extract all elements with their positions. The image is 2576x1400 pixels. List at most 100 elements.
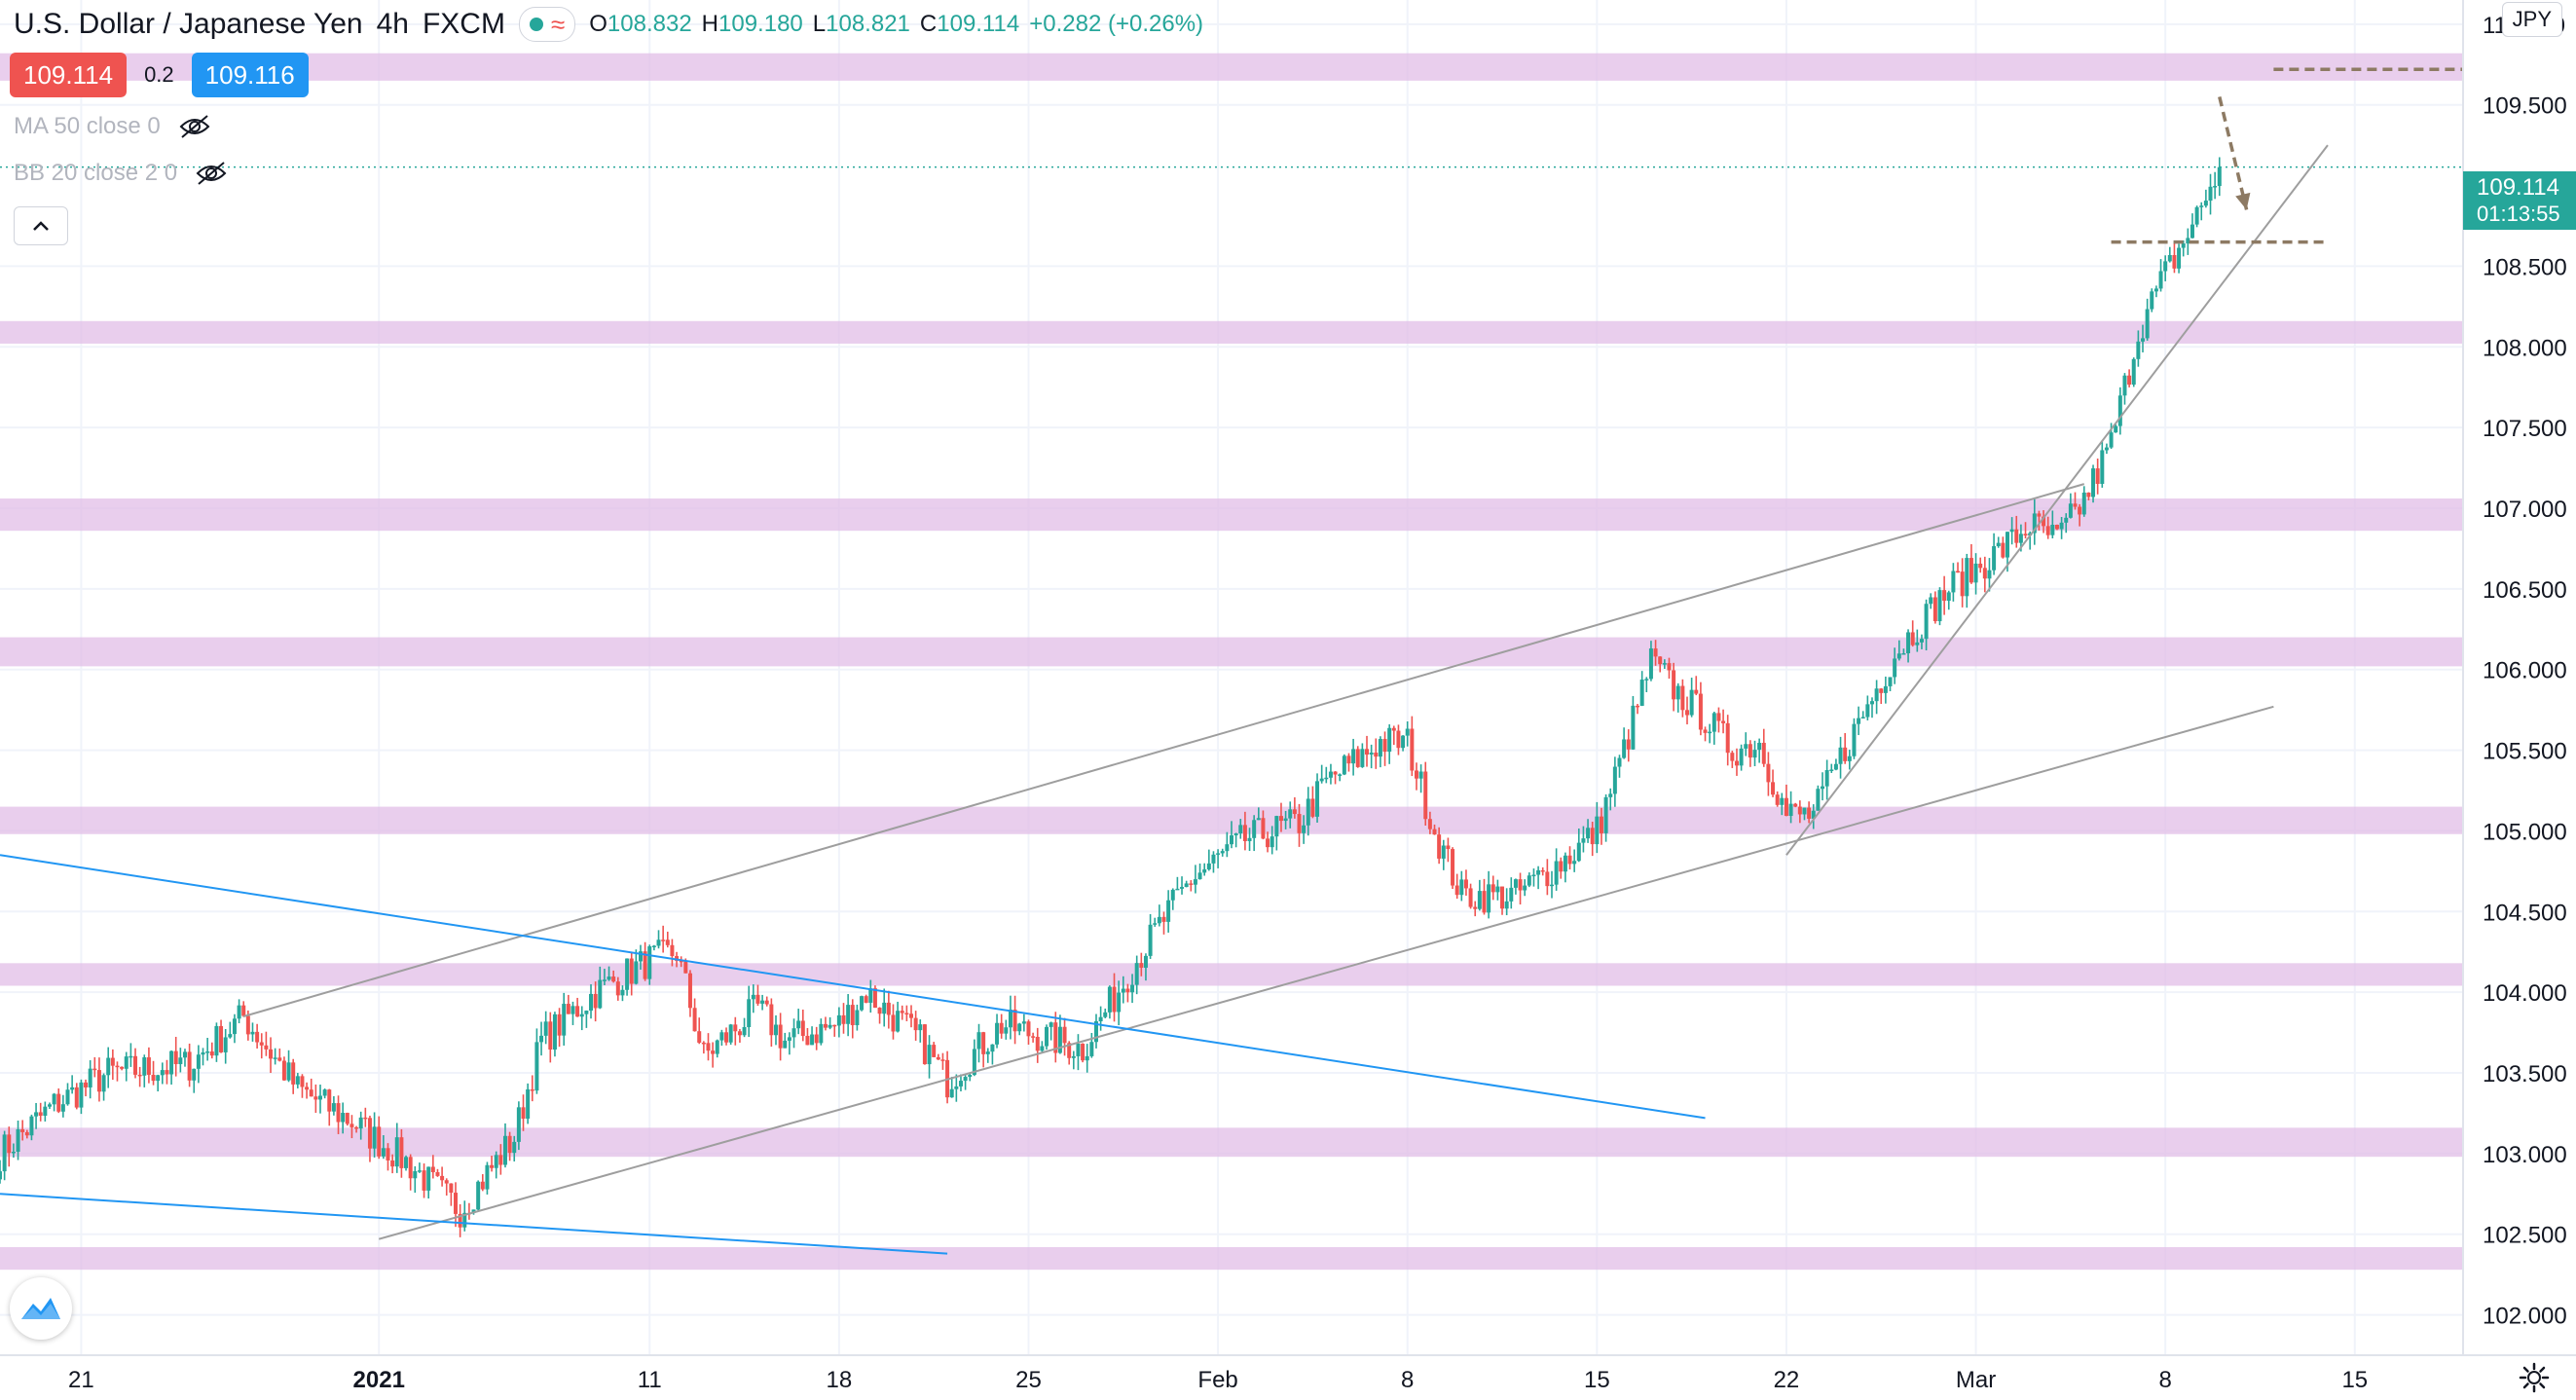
candle: [1414, 762, 1418, 791]
candle: [295, 1073, 300, 1088]
candle-body: [526, 1088, 531, 1120]
candle-body: [1883, 685, 1888, 693]
candle-body: [1112, 986, 1117, 1013]
candle-body: [331, 1103, 336, 1112]
eye-off-icon[interactable]: [178, 114, 211, 139]
candle: [2186, 228, 2190, 255]
candle-body: [634, 961, 639, 984]
candle: [791, 1018, 796, 1049]
buy-button[interactable]: 109.116: [191, 53, 309, 97]
high-value: 109.180: [718, 11, 803, 37]
indicator-ma-label: MA 50 close 0: [14, 113, 161, 139]
drawing-tools: [0, 67, 2463, 1255]
candle-body: [1563, 855, 1567, 872]
candle-body: [877, 1008, 882, 1014]
candle-body: [1617, 757, 1622, 767]
candle: [828, 1016, 832, 1030]
candle-body: [187, 1051, 192, 1081]
candle-body: [1180, 887, 1185, 889]
collapse-legend-button[interactable]: [14, 206, 68, 245]
candle-body: [687, 973, 692, 1009]
candle: [1487, 870, 1491, 919]
candle: [670, 939, 675, 967]
price-zone[interactable]: [0, 498, 2463, 532]
candle-body: [1680, 685, 1685, 711]
candle-body: [1536, 869, 1541, 875]
indicator-ma[interactable]: MA 50 close 0: [14, 113, 211, 140]
candle: [394, 1123, 399, 1173]
candle: [796, 1009, 801, 1035]
candle: [142, 1054, 147, 1087]
candle: [625, 958, 630, 996]
candle-body: [670, 944, 675, 957]
candle-body: [512, 1141, 517, 1154]
candle: [1567, 846, 1572, 870]
candle: [1821, 772, 1825, 801]
price-zone[interactable]: [0, 963, 2463, 986]
candle: [0, 1160, 2, 1184]
candle: [570, 1001, 575, 1025]
time-axis[interactable]: 21 2021 11 18 25 Feb 8 15 22 Mar 8 15: [68, 1367, 2368, 1393]
candle-body: [2167, 255, 2172, 262]
symbol-title[interactable]: U.S. Dollar / Japanese Yen: [14, 8, 363, 40]
eye-off-icon[interactable]: [195, 161, 228, 186]
candle: [502, 1123, 507, 1168]
currency-button[interactable]: JPY: [2501, 2, 2562, 37]
candle: [1608, 788, 1613, 811]
price-tick-label: 108.000: [2483, 335, 2567, 361]
candle-body: [2, 1134, 7, 1172]
price-zone[interactable]: [0, 1246, 2463, 1271]
interval-label[interactable]: 4h: [376, 8, 409, 40]
candle-body: [1843, 747, 1848, 761]
candle-body: [101, 1075, 106, 1092]
candle: [309, 1078, 313, 1097]
market-status-pill[interactable]: ≈: [518, 7, 576, 42]
candle-body: [341, 1113, 346, 1123]
tradingview-logo-icon[interactable]: [10, 1277, 72, 1340]
candle-body: [1960, 571, 1965, 597]
candle-body: [2190, 224, 2194, 239]
channel-line[interactable]: [1785, 144, 2329, 856]
candle-body: [381, 1148, 386, 1157]
candle: [1915, 629, 1920, 652]
candle: [751, 984, 755, 1013]
channel-line[interactable]: [242, 483, 2085, 1017]
candle: [1355, 746, 1360, 768]
candle-body: [1969, 558, 1973, 583]
candle-body: [1608, 793, 1613, 797]
candle-body: [1730, 753, 1735, 761]
candle-body: [872, 988, 877, 1009]
channel-line[interactable]: [378, 705, 2274, 1240]
gear-icon[interactable]: [2518, 1361, 2551, 1394]
sell-button[interactable]: 109.114: [10, 53, 128, 97]
price-zone[interactable]: [0, 637, 2463, 667]
candle-body: [1121, 988, 1125, 993]
candle: [124, 1051, 129, 1082]
candle: [1780, 792, 1785, 816]
candle-body: [1035, 1036, 1040, 1051]
price-zone[interactable]: [0, 320, 2463, 344]
price-axis[interactable]: 110.000109.500108.500108.000107.500107.0…: [2483, 13, 2567, 1330]
projection-arrow[interactable]: [2218, 96, 2249, 210]
blue-trend-line[interactable]: [0, 1193, 948, 1255]
wave-icon: ≈: [550, 10, 566, 39]
candle-body: [733, 1024, 738, 1032]
candle: [2042, 510, 2046, 534]
candle-body: [2032, 513, 2037, 534]
indicator-bb[interactable]: BB 20 close 2 0: [14, 160, 228, 187]
price-zone[interactable]: [0, 53, 2463, 81]
candle: [692, 998, 697, 1032]
price-tick-label: 107.500: [2483, 416, 2567, 442]
candle: [1951, 563, 1956, 602]
candle: [165, 1059, 169, 1085]
price-zone[interactable]: [0, 1127, 2463, 1158]
candle: [1089, 1033, 1094, 1058]
candle-body: [2213, 186, 2218, 188]
candle: [454, 1182, 459, 1228]
candle-body: [1045, 1026, 1049, 1047]
candle-body: [485, 1164, 490, 1190]
candle-body: [358, 1117, 363, 1129]
blue-trend-line[interactable]: [0, 854, 1706, 1120]
candle: [1473, 901, 1478, 917]
